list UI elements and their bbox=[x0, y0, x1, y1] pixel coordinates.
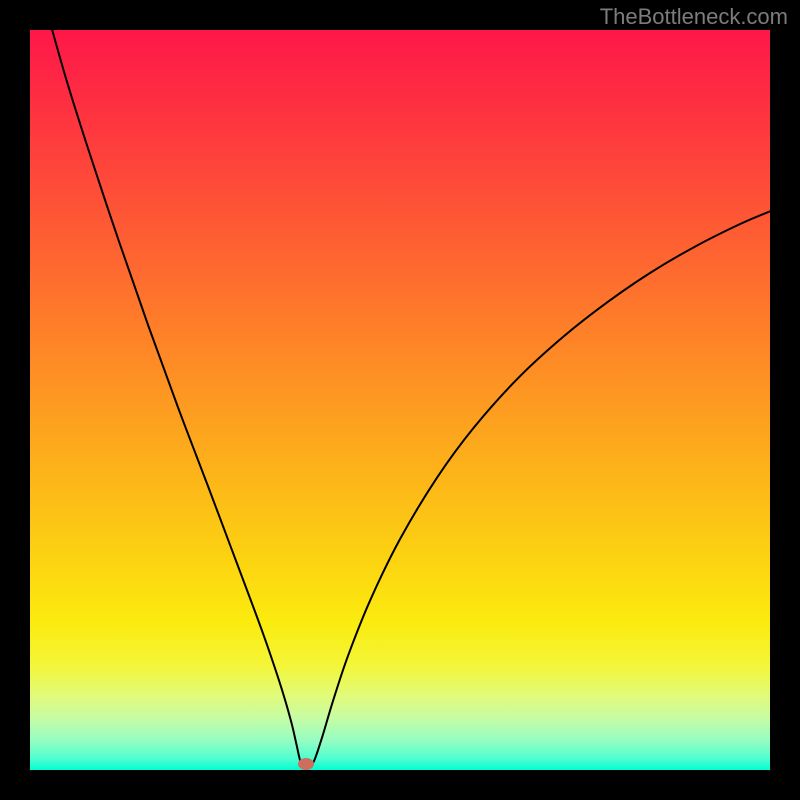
optimum-marker bbox=[298, 758, 314, 770]
watermark-text: TheBottleneck.com bbox=[600, 4, 788, 30]
curve-path bbox=[52, 30, 770, 769]
bottleneck-curve bbox=[30, 30, 770, 770]
plot-area bbox=[30, 30, 770, 770]
chart-frame: TheBottleneck.com bbox=[0, 0, 800, 800]
